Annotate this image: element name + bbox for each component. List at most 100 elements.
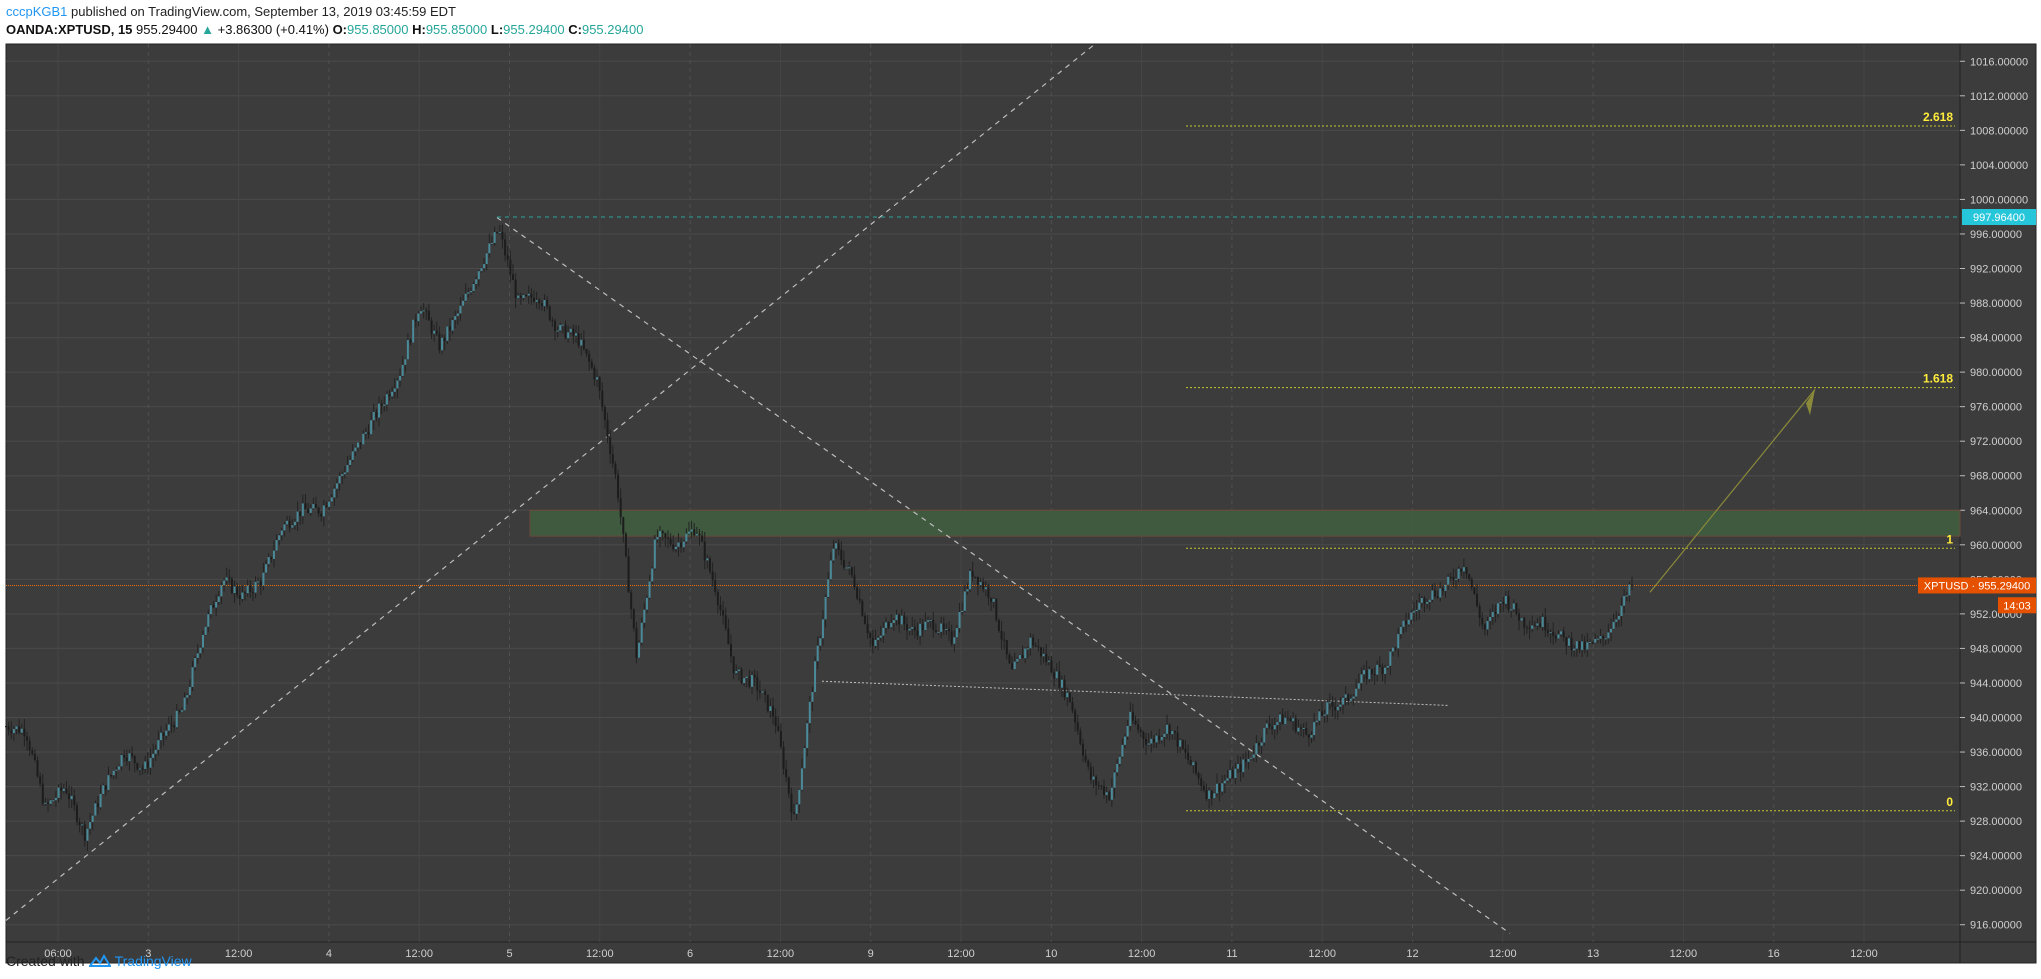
candle-body — [1599, 636, 1602, 639]
candle-body — [882, 627, 885, 636]
candle-body — [690, 529, 693, 532]
candle-body — [1124, 736, 1127, 745]
candle-body — [1596, 638, 1599, 640]
candle-body — [1588, 641, 1591, 643]
candle-body — [603, 407, 606, 421]
candle-body — [1011, 663, 1014, 670]
candle-body — [110, 775, 113, 777]
candle-body — [997, 620, 1000, 631]
candle-body — [86, 828, 89, 841]
candle-body — [785, 769, 788, 778]
candle-body — [774, 716, 777, 727]
candle-body — [354, 447, 357, 452]
candle-body — [840, 549, 843, 560]
candle-body — [459, 305, 462, 314]
candle-body — [391, 391, 394, 397]
candle-body — [1173, 731, 1176, 733]
candle-body — [328, 501, 331, 507]
candle-body — [1305, 728, 1308, 735]
x-tick-label: 9 — [868, 948, 874, 960]
candle-body — [1583, 641, 1586, 650]
candle-body — [643, 609, 646, 623]
candle-body — [483, 264, 486, 269]
candle-body — [62, 788, 65, 791]
candle-body — [530, 293, 533, 298]
publisher-username[interactable]: cccpKGB1 — [6, 4, 68, 19]
candle-body — [877, 637, 880, 640]
candle-body — [987, 587, 990, 598]
candle-body — [580, 339, 583, 346]
candle-body — [1460, 568, 1463, 572]
candle-body — [1394, 647, 1397, 649]
candle-body — [611, 454, 614, 464]
y-tick-label: 980.00000 — [1970, 367, 2022, 379]
candle-body — [1244, 759, 1247, 762]
candle-body — [1376, 664, 1379, 675]
candle-body — [1189, 759, 1192, 766]
candle-body — [412, 319, 415, 343]
candle-body — [477, 271, 480, 280]
low-label: L: — [490, 22, 504, 37]
candle-body — [1423, 598, 1426, 604]
candle-body — [425, 310, 428, 312]
tradingview-brand[interactable]: TradingView — [114, 953, 192, 969]
candle-body — [359, 442, 362, 445]
candle-body — [1465, 567, 1468, 575]
candle-body — [178, 710, 181, 712]
candle-body — [698, 534, 701, 536]
candle-body — [1013, 661, 1016, 670]
candle-body — [280, 530, 283, 536]
candle-body — [1229, 770, 1232, 779]
candle-body — [695, 534, 698, 536]
candle-body — [60, 787, 63, 791]
candle-body — [924, 621, 927, 631]
candle-body — [1502, 601, 1505, 604]
candle-body — [1208, 790, 1211, 799]
candle-body — [905, 624, 908, 631]
candle-body — [475, 279, 478, 284]
candle-body — [301, 503, 304, 517]
candle-body — [1546, 630, 1549, 633]
candle-body — [202, 634, 205, 648]
candle-body — [787, 777, 790, 794]
candle-body — [866, 623, 869, 634]
y-tick-label: 1016.00000 — [1970, 56, 2028, 68]
candle-body — [606, 420, 609, 438]
candle-body — [91, 815, 94, 823]
candle-body — [1594, 638, 1597, 643]
candle-body — [509, 259, 512, 275]
candle-body — [1042, 653, 1045, 657]
x-tick-label: 12:00 — [767, 948, 795, 960]
candle-body — [659, 531, 662, 537]
candle-body — [207, 614, 210, 627]
candle-body — [850, 567, 853, 576]
x-tick-label: 12:00 — [947, 948, 975, 960]
candle-body — [157, 740, 160, 750]
candle-body — [33, 753, 36, 760]
candle-body — [1218, 783, 1221, 792]
y-tick-label: 1012.00000 — [1970, 91, 2028, 103]
candle-body — [535, 300, 538, 302]
candle-body — [96, 803, 99, 808]
candle-body — [745, 676, 748, 679]
y-tick-label: 948.00000 — [1970, 643, 2022, 655]
candle-body — [1581, 641, 1584, 650]
candle-body — [1163, 733, 1166, 738]
candle-body — [976, 576, 979, 586]
candle-body — [1050, 660, 1053, 673]
candle-body — [1105, 792, 1108, 796]
candle-body — [1250, 757, 1253, 759]
candle-body — [525, 295, 528, 297]
y-tick-label: 988.00000 — [1970, 298, 2022, 310]
candle-body — [493, 232, 496, 243]
candle-body — [291, 525, 294, 528]
candle-body — [454, 316, 457, 320]
candle-body — [1192, 762, 1195, 766]
candle-body — [1518, 613, 1521, 621]
candle-body — [1134, 720, 1137, 725]
candle-body — [191, 667, 194, 687]
candle-body — [743, 678, 746, 683]
candle-body — [1373, 674, 1376, 676]
candle-body — [1415, 609, 1418, 612]
